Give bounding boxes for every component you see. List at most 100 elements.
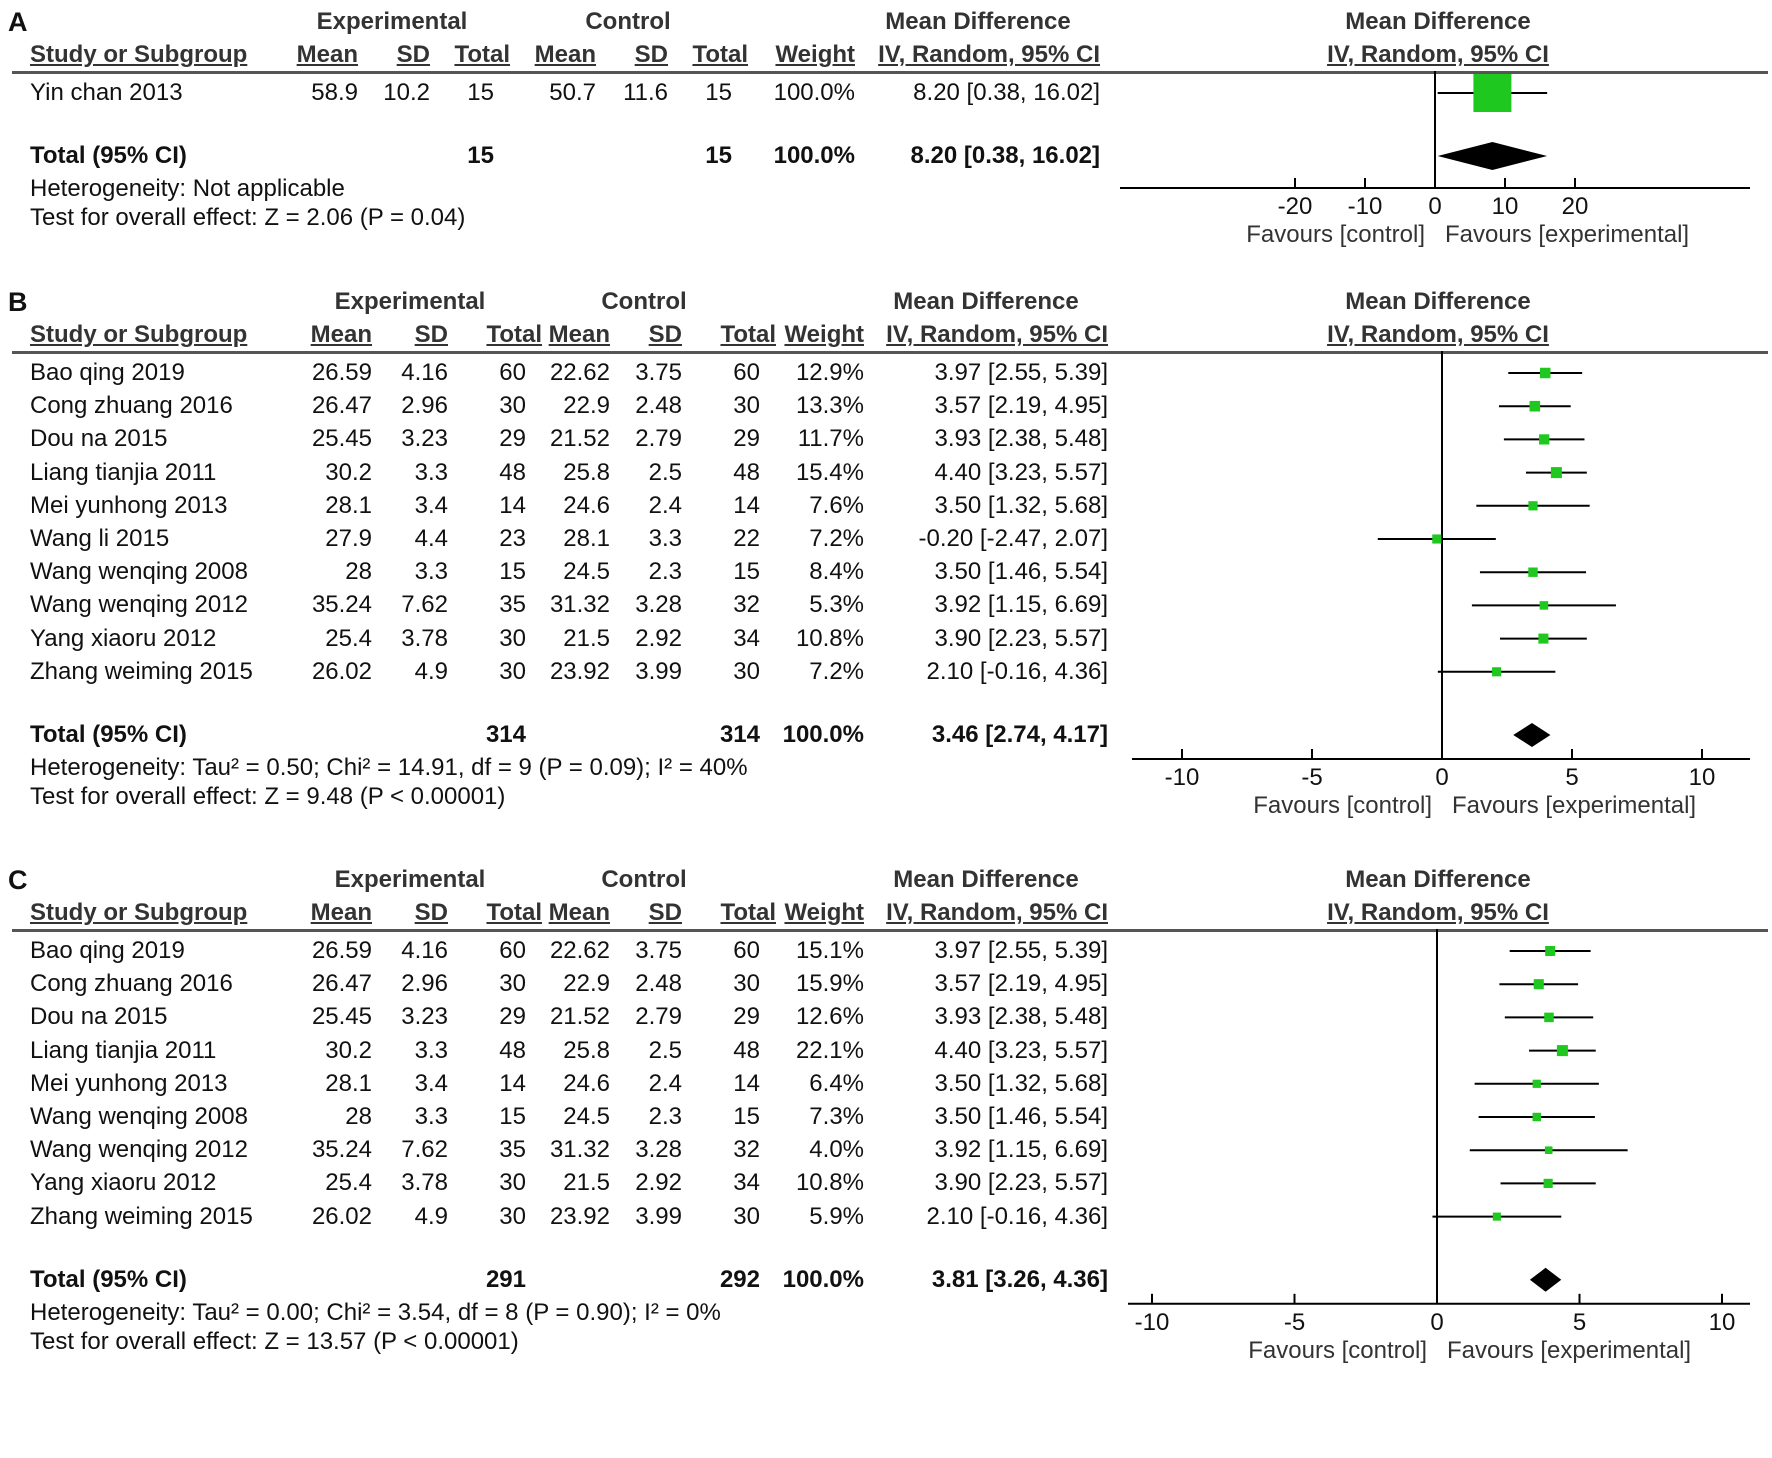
ctrl-total: 34	[733, 624, 760, 652]
ctrl-sd: 2.79	[635, 1003, 682, 1031]
weight: 10.8%	[795, 624, 864, 652]
study-name: Cong zhuang 2016	[30, 392, 233, 420]
x-tick-label: -20	[1278, 193, 1313, 220]
ctrl-total: 30	[733, 970, 760, 998]
exp-sd: 7.62	[401, 1136, 448, 1164]
x-tick-label: 5	[1565, 764, 1578, 791]
total-ci: 3.81 [3.26, 4.36]	[931, 1265, 1108, 1293]
ctrl-mean: 22.62	[549, 937, 610, 964]
study-marker	[1492, 667, 1502, 677]
total-ctrl: 15	[705, 142, 732, 169]
ci-text: -0.20 [-2.47, 2.07]	[918, 525, 1108, 552]
forest-plot-c: -10 -5 0 5 10 Favours [control] Favours [exper…	[1128, 929, 1750, 1364]
weight: 4.0%	[809, 1136, 864, 1164]
header-sd-ctrl: SD	[634, 41, 668, 68]
favours-control-label: Favours [control]	[1253, 792, 1432, 819]
overall-effect: Test for overall effect: Z = 2.06 (P = 0…	[30, 204, 466, 231]
header-study: Study or Subgroup	[30, 899, 248, 926]
study-name: Yang xiaoru 2012	[30, 1169, 217, 1197]
x-tick-label: 10	[1709, 1309, 1736, 1336]
study-marker	[1543, 1178, 1553, 1188]
ci-text: 8.20 [0.38, 16.02]	[913, 79, 1100, 106]
weight: 12.6%	[795, 1003, 864, 1031]
header-study: Study or Subgroup	[30, 321, 248, 348]
ctrl-sd: 2.3	[648, 1103, 682, 1130]
study-name: Liang tianjia 2011	[30, 1036, 217, 1064]
ci-text: 3.50 [1.46, 5.54]	[934, 1103, 1108, 1130]
forest-panel-c: C Experimental Control Mean Difference Mean …	[0, 858, 1772, 1378]
ctrl-total: 14	[733, 491, 760, 519]
header-rule	[12, 929, 1768, 932]
x-tick-label: 10	[1492, 193, 1519, 220]
ci-text: 3.50 [1.46, 5.54]	[934, 558, 1108, 586]
weight: 10.8%	[795, 1169, 864, 1197]
exp-mean: 26.47	[311, 970, 372, 998]
ci-text: 3.92 [1.15, 6.69]	[934, 1136, 1108, 1164]
exp-total: 23	[499, 525, 526, 552]
header-total-ctrl: Total	[720, 321, 776, 348]
study-marker	[1556, 1045, 1568, 1057]
header-method: IV, Random, 95% CI	[886, 321, 1108, 348]
exp-total: 30	[499, 392, 526, 420]
ctrl-sd: 2.48	[635, 970, 682, 998]
ctrl-total: 15	[733, 558, 760, 586]
study-marker	[1532, 1112, 1541, 1122]
weight: 13.3%	[795, 392, 864, 420]
ctrl-sd: 2.79	[635, 425, 682, 453]
ci-text: 3.93 [2.38, 5.48]	[934, 1003, 1108, 1031]
header-method: IV, Random, 95% CI	[886, 899, 1108, 926]
ci-text: 4.40 [3.23, 5.57]	[934, 458, 1108, 486]
header-total-exp: Total	[454, 41, 510, 68]
exp-sd: 3.78	[401, 624, 448, 652]
ctrl-sd: 2.48	[635, 392, 682, 420]
study-marker	[1432, 534, 1442, 544]
exp-sd: 7.62	[401, 591, 448, 619]
ctrl-mean: 22.62	[549, 359, 610, 386]
ci-text: 4.40 [3.23, 5.57]	[934, 1036, 1108, 1064]
total-label: Total (95% CI)	[30, 721, 187, 748]
overall-effect: Test for overall effect: Z = 13.57 (P < …	[30, 1327, 519, 1355]
header-weight: Weight	[784, 321, 864, 348]
exp-total: 15	[467, 79, 494, 106]
ctrl-sd: 2.5	[648, 1036, 682, 1064]
header-mean-difference: Mean Difference	[893, 866, 1079, 893]
weight: 12.9%	[795, 359, 864, 386]
ctrl-mean: 31.32	[549, 591, 610, 619]
ci-text: 3.93 [2.38, 5.48]	[934, 425, 1108, 453]
study-marker	[1528, 567, 1538, 577]
exp-sd: 4.4	[414, 525, 448, 552]
total-label: Total (95% CI)	[30, 1265, 187, 1293]
exp-mean: 35.24	[311, 591, 372, 619]
x-tick-label: 10	[1689, 764, 1716, 791]
ci-text: 3.50 [1.32, 5.68]	[934, 491, 1108, 519]
ctrl-mean: 23.92	[549, 1202, 610, 1230]
ctrl-sd: 2.5	[648, 458, 682, 486]
study-name: Yang xiaoru 2012	[30, 624, 217, 652]
panel-label: A	[8, 7, 28, 37]
ctrl-sd: 2.4	[648, 491, 682, 519]
exp-mean: 26.59	[311, 359, 372, 386]
exp-mean: 58.9	[311, 79, 358, 106]
x-tick-label: -10	[1135, 1309, 1170, 1336]
ctrl-total: 34	[733, 1169, 760, 1197]
forest-plot-a: -20 -10 0 10 20 Favours [control] Favours [exp…	[1120, 71, 1750, 248]
study-marker	[1529, 400, 1541, 412]
exp-sd: 2.96	[401, 392, 448, 420]
x-tick-label: 0	[1430, 1309, 1443, 1336]
study-name: Zhang weiming 2015	[30, 657, 253, 685]
favours-control-label: Favours [control]	[1246, 221, 1425, 248]
favours-experimental-label: Favours [experimental]	[1447, 1337, 1691, 1364]
study-name: Wang li 2015	[30, 525, 170, 552]
heterogeneity: Heterogeneity: Tau² = 0.50; Chi² = 14.91…	[30, 754, 748, 781]
exp-mean: 26.02	[311, 657, 372, 685]
total-weight: 100.0%	[773, 142, 855, 169]
x-tick-label: 5	[1573, 1309, 1586, 1336]
ctrl-sd: 2.4	[648, 1069, 682, 1097]
header-total-exp: Total	[486, 321, 542, 348]
header-sd-ctrl: SD	[648, 899, 682, 926]
exp-mean: 26.47	[311, 392, 372, 420]
ctrl-mean: 24.5	[563, 1103, 610, 1130]
header-plot-method: IV, Random, 95% CI	[1327, 41, 1549, 68]
exp-sd: 4.16	[401, 937, 448, 964]
ctrl-total: 22	[733, 525, 760, 552]
